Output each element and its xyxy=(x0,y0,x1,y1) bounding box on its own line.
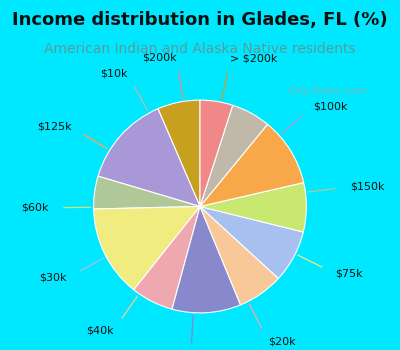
Text: $125k: $125k xyxy=(37,122,72,132)
Wedge shape xyxy=(200,183,306,232)
Wedge shape xyxy=(200,124,304,206)
Text: $30k: $30k xyxy=(39,273,67,283)
Text: $20k: $20k xyxy=(268,336,296,346)
Wedge shape xyxy=(158,100,200,206)
Wedge shape xyxy=(94,206,200,290)
Text: American Indian and Alaska Native residents: American Indian and Alaska Native reside… xyxy=(44,42,356,56)
Text: > $200k: > $200k xyxy=(230,54,278,63)
Text: City-Data.com: City-Data.com xyxy=(288,86,368,96)
Text: $150k: $150k xyxy=(350,182,384,191)
Text: $75k: $75k xyxy=(335,269,363,279)
Text: $10k: $10k xyxy=(100,69,128,79)
Text: $200k: $200k xyxy=(142,52,176,62)
Text: $60k: $60k xyxy=(22,203,49,213)
Wedge shape xyxy=(94,176,200,209)
Text: $100k: $100k xyxy=(313,101,348,111)
Wedge shape xyxy=(200,206,278,305)
Text: Income distribution in Glades, FL (%): Income distribution in Glades, FL (%) xyxy=(12,10,388,28)
Wedge shape xyxy=(200,100,233,206)
Wedge shape xyxy=(172,206,240,313)
Wedge shape xyxy=(98,109,200,206)
Wedge shape xyxy=(134,206,200,309)
Wedge shape xyxy=(200,206,303,279)
Text: $40k: $40k xyxy=(86,326,114,335)
Wedge shape xyxy=(200,105,268,206)
